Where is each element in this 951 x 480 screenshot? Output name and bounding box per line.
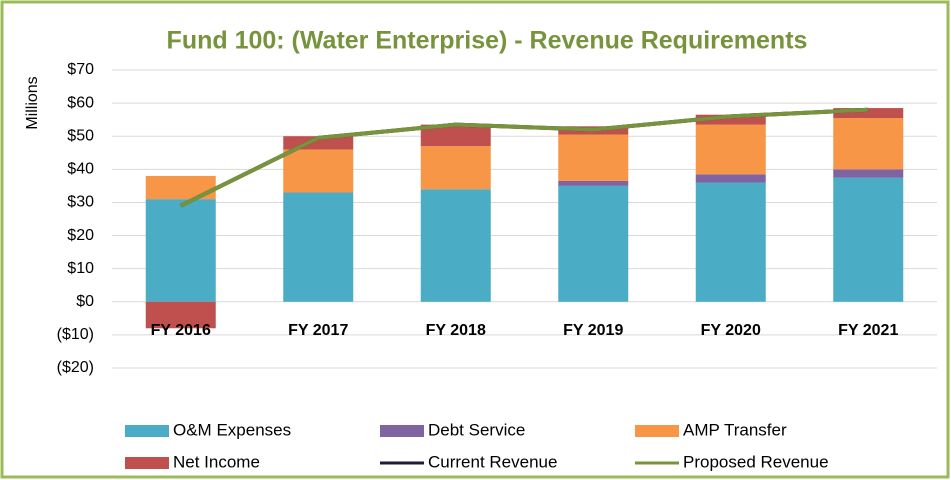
legend-swatch [635, 425, 679, 437]
x-tick-label: FY 2019 [563, 322, 623, 339]
legend-swatch [380, 425, 424, 437]
bar-segment [420, 124, 491, 147]
bar-segment [558, 180, 629, 186]
x-tick-label: FY 2018 [426, 322, 486, 339]
legend-label: Current Revenue [428, 452, 557, 471]
y-tick-label: ($20) [57, 359, 94, 376]
y-tick-label: $30 [67, 194, 94, 211]
bar-segment [833, 169, 904, 178]
bar-segment [695, 114, 766, 125]
y-tick-label: ($10) [57, 326, 94, 343]
legend-label: Net Income [173, 452, 260, 471]
y-tick-label: $20 [67, 227, 94, 244]
y-axis-label: Millions [24, 76, 41, 129]
legend-label: O&M Expenses [173, 420, 291, 439]
bar-segment [558, 185, 629, 302]
y-tick-label: $70 [67, 61, 94, 78]
y-tick-label: $10 [67, 260, 94, 277]
bar-segment [558, 134, 629, 181]
bar-segment [145, 199, 216, 302]
bar-segment [833, 118, 904, 170]
line-series [179, 107, 869, 208]
bar-segment [833, 108, 904, 119]
bar-segment [695, 174, 766, 183]
bar-segment [833, 177, 904, 302]
x-tick-label: FY 2020 [701, 322, 761, 339]
legend-label: Proposed Revenue [683, 452, 829, 471]
bar-segment [695, 124, 766, 175]
x-tick-label: FY 2017 [288, 322, 348, 339]
y-tick-label: $50 [67, 127, 94, 144]
y-tick-label: $40 [67, 161, 94, 178]
bar-segment [283, 149, 354, 193]
bar-segment [145, 175, 216, 200]
bar-segment [695, 182, 766, 302]
bar-segment [420, 146, 491, 190]
x-tick-label: FY 2021 [838, 322, 898, 339]
y-tick-label: $60 [67, 94, 94, 111]
bar-segment [420, 189, 491, 302]
legend-label: Debt Service [428, 420, 525, 439]
y-tick-label: $0 [76, 293, 94, 310]
legend-swatch [125, 425, 169, 437]
legend-swatch [125, 457, 169, 469]
bar-segment [283, 192, 354, 302]
bar-segment [145, 301, 216, 329]
chart-title: Fund 100: (Water Enterprise) - Revenue R… [167, 27, 808, 55]
x-tick-label: FY 2016 [151, 322, 211, 339]
legend-label: AMP Transfer [683, 420, 787, 439]
